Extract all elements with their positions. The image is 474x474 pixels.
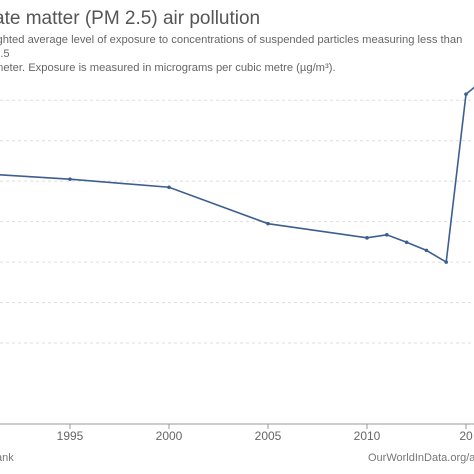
chart-title: ate matter (PM 2.5) air pollution	[0, 8, 261, 29]
data-point[interactable]	[68, 177, 72, 181]
data-point[interactable]	[385, 233, 389, 237]
data-point[interactable]	[365, 236, 369, 240]
x-tick-label: 2005	[255, 429, 282, 443]
grid-lines	[0, 99, 474, 344]
data-point[interactable]	[167, 185, 171, 190]
source-url-link[interactable]: OurWorldInData.org/air-po	[368, 452, 474, 464]
data-point[interactable]	[444, 260, 449, 264]
x-tick-label: 2010	[354, 429, 381, 443]
data-point[interactable]	[424, 248, 429, 253]
series-line	[0, 86, 474, 264]
chart-subtitle: ighted average level of exposure to conc…	[0, 34, 463, 74]
data-point[interactable]	[464, 92, 468, 96]
x-axis-ticks: 1995 2000 2005 2010 20	[57, 424, 473, 443]
data-point[interactable]	[404, 240, 409, 245]
x-tick-label: 20	[459, 429, 473, 443]
source-text: ank	[0, 452, 14, 464]
x-tick-label: 1995	[57, 429, 84, 443]
x-tick-label: 2000	[156, 429, 183, 443]
data-point[interactable]	[266, 221, 270, 226]
series	[0, 86, 474, 264]
